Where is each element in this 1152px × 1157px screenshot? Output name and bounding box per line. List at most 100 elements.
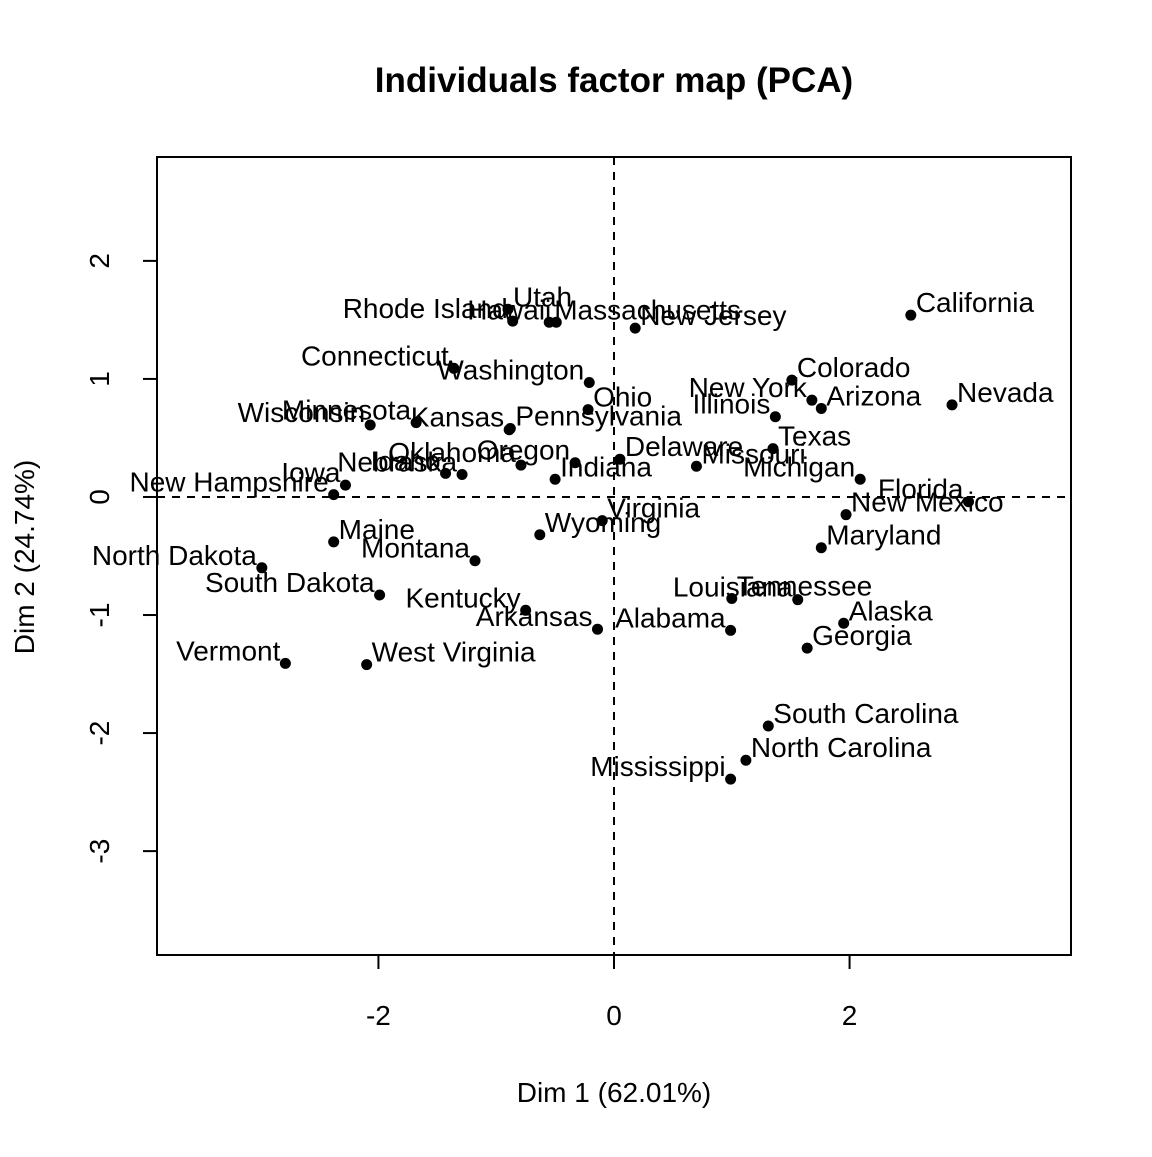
data-point — [339, 479, 351, 491]
data-point — [410, 417, 422, 429]
point-label: Alabama — [615, 602, 726, 633]
point-label: Rhode Island — [343, 293, 508, 324]
data-point — [279, 657, 291, 669]
point-label: Iowa — [281, 457, 341, 488]
x-axis-label: Dim 1 (62.01%) — [517, 1077, 712, 1108]
data-point — [361, 659, 373, 671]
data-point — [543, 316, 555, 328]
data-point — [502, 303, 514, 315]
point-label: West Virginia — [372, 637, 536, 668]
point-label: Wisconsin — [238, 397, 366, 428]
point-label: Pennsylvania — [515, 401, 682, 432]
data-point — [504, 423, 516, 435]
point-label: California — [916, 287, 1035, 318]
point-label: Texas — [778, 421, 851, 452]
data-point — [440, 467, 452, 479]
data-point — [726, 592, 738, 604]
point-label: Idaho — [370, 445, 440, 476]
x-tick-label: 2 — [842, 1000, 858, 1031]
data-point — [762, 720, 774, 732]
data-point — [515, 459, 527, 471]
y-tick-label: -3 — [84, 839, 115, 864]
data-point — [963, 496, 975, 508]
point-label: Wyoming — [545, 507, 661, 538]
data-point — [328, 489, 340, 501]
data-point — [583, 376, 595, 388]
data-point — [469, 555, 481, 567]
point-label: South Carolina — [773, 698, 959, 729]
point-label: Washington — [437, 354, 584, 385]
data-point — [840, 509, 852, 521]
data-point — [801, 642, 813, 654]
data-point — [569, 457, 581, 469]
x-tick-label: -2 — [366, 1000, 391, 1031]
y-tick-label: 2 — [84, 253, 115, 269]
data-point — [364, 419, 376, 431]
data-point — [767, 443, 779, 455]
data-point — [946, 399, 958, 411]
point-label: Utah — [513, 281, 572, 312]
point-label: Vermont — [176, 635, 280, 666]
point-label: Arizona — [826, 380, 921, 411]
x-tick-label: 0 — [606, 1000, 622, 1031]
point-label: North Dakota — [92, 540, 257, 571]
data-point — [838, 617, 850, 629]
data-point — [786, 374, 798, 386]
data-point — [549, 473, 561, 485]
data-point — [592, 623, 604, 635]
point-label: Massachusetts — [554, 294, 741, 325]
data-point — [725, 773, 737, 785]
data-point — [769, 411, 781, 423]
point-label: Michigan — [743, 451, 855, 482]
point-label: Tennessee — [737, 570, 872, 601]
data-point — [534, 529, 546, 541]
point-label: North Carolina — [751, 732, 932, 763]
data-point — [854, 473, 866, 485]
point-label: New Hampshire — [130, 467, 329, 498]
point-label: New Mexico — [851, 487, 1003, 518]
plot-area: -2 0 2 -3 -2 -1 0 1 2 Alabama Alaska Arizona Arkansa… — [84, 156, 1072, 1031]
point-label: Minnesota — [282, 395, 412, 426]
point-label: Delaware — [625, 431, 743, 462]
point-label: South Dakota — [205, 567, 375, 598]
y-tick-label: 0 — [84, 489, 115, 505]
point-label: New York — [689, 372, 808, 403]
point-label: Nebraska — [337, 447, 457, 478]
data-point — [629, 322, 641, 334]
data-point — [374, 589, 386, 601]
point-label: Connecticut — [301, 340, 449, 371]
point-label: Missouri — [701, 438, 805, 469]
point-label: Oklahoma — [388, 437, 516, 468]
data-point — [905, 309, 917, 321]
data-point — [806, 394, 818, 406]
data-point — [815, 402, 827, 414]
point-label: Florida — [878, 474, 964, 505]
data-point — [448, 362, 460, 374]
point-label: Mississippi — [590, 751, 725, 782]
data-point — [596, 515, 608, 527]
y-tick-label: -1 — [84, 603, 115, 628]
point-label: Maryland — [826, 520, 941, 551]
data-point — [256, 562, 268, 574]
point-label: Ohio — [593, 382, 652, 413]
data-point — [520, 604, 532, 616]
data-point — [815, 542, 827, 554]
point-label: Nevada — [957, 377, 1054, 408]
y-tick-label: -2 — [84, 721, 115, 746]
data-point — [792, 594, 804, 606]
data-point — [740, 754, 752, 766]
point-label: Alaska — [849, 595, 933, 626]
point-label: Colorado — [797, 352, 911, 383]
point-label: Kansas — [411, 402, 504, 433]
point-label: Maine — [339, 514, 415, 545]
point-label: Montana — [361, 533, 470, 564]
data-point — [582, 404, 594, 416]
point-label: Virginia — [607, 493, 700, 524]
point-label: Georgia — [812, 620, 912, 651]
data-point — [507, 315, 519, 327]
point-label: Arkansas — [476, 601, 593, 632]
point-label: Illinois — [693, 389, 771, 420]
data-point — [328, 536, 340, 548]
